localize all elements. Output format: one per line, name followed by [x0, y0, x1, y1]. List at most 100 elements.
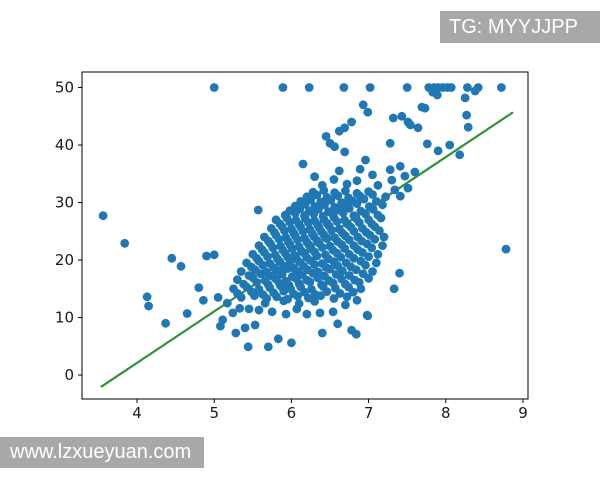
scatter-point [364, 252, 373, 261]
scatter-point [390, 185, 400, 195]
scatter-point [182, 309, 192, 318]
scatter-point [413, 123, 423, 133]
scatter-point [281, 309, 291, 319]
x-axis-ticks: 4 5 6 7 8 9 [132, 399, 528, 422]
scatter-point [341, 300, 350, 310]
scatter-point [462, 110, 471, 120]
scatter-point [287, 224, 296, 234]
scatter-point [356, 206, 366, 216]
scatter-point [298, 159, 308, 169]
scatter-point [497, 83, 506, 92]
scatter-point [254, 305, 264, 315]
watermark-top-right: TG: MYYJJPP [440, 11, 600, 43]
scatter-point [379, 232, 389, 242]
scatter-point [368, 267, 377, 276]
scatter-point [321, 250, 330, 260]
scatter-point [363, 107, 373, 117]
scatter-point [270, 250, 280, 260]
scatter-point [325, 241, 335, 251]
scatter-point [281, 233, 291, 243]
scatter-point [463, 122, 473, 132]
scatter-point [352, 188, 362, 198]
scatter-point [167, 253, 177, 263]
scatter-point [460, 93, 470, 103]
scatter-point [209, 83, 219, 92]
scatter-point [213, 293, 223, 302]
scatter-point [368, 170, 377, 180]
scatter-point [400, 171, 410, 181]
scatter-point [373, 249, 383, 259]
scatter-point [317, 328, 327, 338]
scatter-point [304, 83, 314, 92]
scatter-point [302, 192, 312, 202]
scatter-point [265, 259, 275, 268]
scatter-point [329, 175, 339, 184]
scatter-point [337, 198, 346, 207]
scatter-point [244, 304, 254, 314]
scatter-point [385, 165, 395, 175]
scatter-point [236, 267, 246, 276]
scatter-point [347, 117, 356, 127]
scatter-point [176, 261, 186, 271]
scatter-point [365, 202, 374, 211]
scatter-point [273, 334, 283, 344]
scatter-point [358, 269, 368, 279]
scatter-point [314, 267, 323, 277]
scatter-point [296, 197, 306, 206]
scatter-point [381, 192, 390, 202]
scatter-point [307, 284, 316, 294]
scatter-point [334, 224, 344, 234]
x-tick-label: 5 [209, 404, 219, 422]
scatter-point [283, 294, 292, 304]
scatter-point [202, 251, 211, 261]
scatter-point [329, 294, 339, 303]
scatter-point [231, 328, 241, 338]
scatter-point [317, 259, 327, 268]
scatter-point [344, 193, 353, 203]
scatter-point [340, 215, 350, 225]
scatter-point [319, 186, 329, 195]
scatter-point [302, 309, 312, 319]
scatter-point [352, 295, 362, 305]
regression-line [100, 111, 514, 388]
scatter-point [389, 284, 399, 294]
scatter-point [371, 258, 381, 268]
scatter-point [142, 292, 152, 302]
scatter-point [355, 164, 365, 174]
scatter-point [395, 268, 404, 278]
scatter-point [405, 120, 415, 130]
scatter-point [310, 216, 319, 226]
y-tick-label: 0 [64, 366, 74, 384]
scatter-point [310, 202, 319, 211]
x-tick-label: 9 [518, 404, 528, 422]
scatter-point [267, 307, 277, 317]
scatter-point [144, 301, 154, 311]
scatter-point [385, 138, 395, 148]
x-tick-label: 7 [364, 404, 374, 422]
x-tick-label: 8 [441, 404, 451, 422]
scatter-point [266, 224, 276, 233]
scatter-point [395, 191, 405, 201]
scatter-point [373, 180, 383, 190]
scatter-point [209, 250, 219, 260]
scatter-point [446, 83, 456, 92]
scatter-point [341, 186, 350, 196]
scatter-point [324, 207, 333, 217]
scatter-point [371, 197, 381, 206]
scatter-point [351, 329, 361, 339]
scatter-point [349, 211, 359, 221]
y-tick-label: 10 [55, 309, 74, 327]
scatter-point [397, 111, 407, 121]
scatter-point [410, 167, 420, 177]
scatter-point [199, 295, 208, 305]
scatter-point [333, 319, 343, 329]
scatter-point [330, 233, 339, 243]
scatter-point [321, 132, 331, 141]
scatter-point [281, 276, 291, 286]
y-tick-label: 20 [55, 251, 74, 269]
scatter-point [229, 284, 238, 294]
scatter-point [463, 83, 472, 92]
scatter-point [120, 238, 130, 248]
scatter-point [342, 292, 352, 302]
scatter-point [388, 113, 398, 123]
